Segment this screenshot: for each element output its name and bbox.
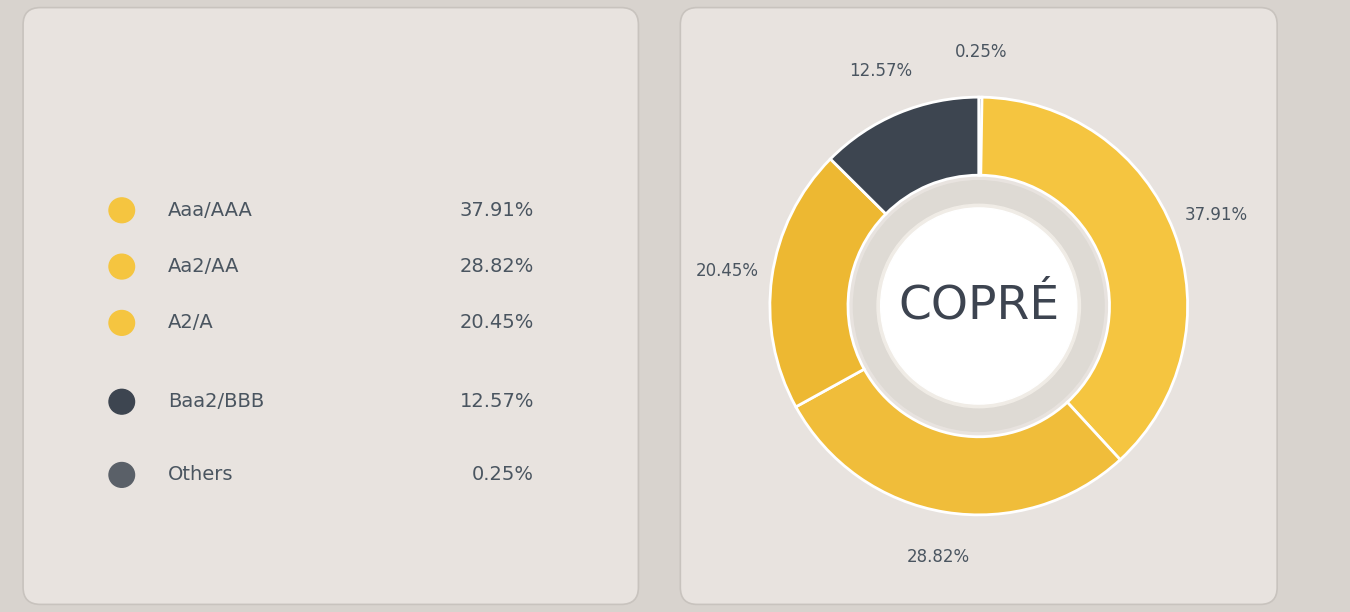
- Circle shape: [853, 181, 1104, 431]
- FancyBboxPatch shape: [680, 7, 1277, 605]
- Circle shape: [109, 310, 135, 335]
- Text: 28.82%: 28.82%: [906, 548, 969, 566]
- Text: 20.45%: 20.45%: [459, 313, 533, 332]
- Text: 0.25%: 0.25%: [954, 43, 1007, 61]
- Text: COPRÉ: COPRÉ: [898, 283, 1060, 329]
- Text: 12.57%: 12.57%: [849, 62, 913, 80]
- Wedge shape: [979, 97, 981, 175]
- Circle shape: [109, 389, 135, 414]
- Wedge shape: [769, 159, 886, 407]
- Text: 0.25%: 0.25%: [472, 465, 533, 485]
- Text: Baa2/BBB: Baa2/BBB: [169, 392, 265, 411]
- Wedge shape: [796, 369, 1120, 515]
- Circle shape: [109, 254, 135, 279]
- Wedge shape: [981, 97, 1188, 460]
- Text: 20.45%: 20.45%: [695, 262, 759, 280]
- Circle shape: [109, 463, 135, 487]
- Circle shape: [878, 204, 1080, 408]
- Text: Aaa/AAA: Aaa/AAA: [169, 201, 252, 220]
- Text: Aa2/AA: Aa2/AA: [169, 257, 240, 276]
- Wedge shape: [830, 97, 979, 214]
- Text: 12.57%: 12.57%: [459, 392, 533, 411]
- Circle shape: [880, 208, 1077, 404]
- Text: Others: Others: [169, 465, 234, 485]
- Text: 37.91%: 37.91%: [459, 201, 533, 220]
- FancyBboxPatch shape: [23, 7, 639, 605]
- Circle shape: [109, 198, 135, 223]
- Text: 28.82%: 28.82%: [459, 257, 533, 276]
- Text: 37.91%: 37.91%: [1185, 206, 1247, 225]
- Text: A2/A: A2/A: [169, 313, 213, 332]
